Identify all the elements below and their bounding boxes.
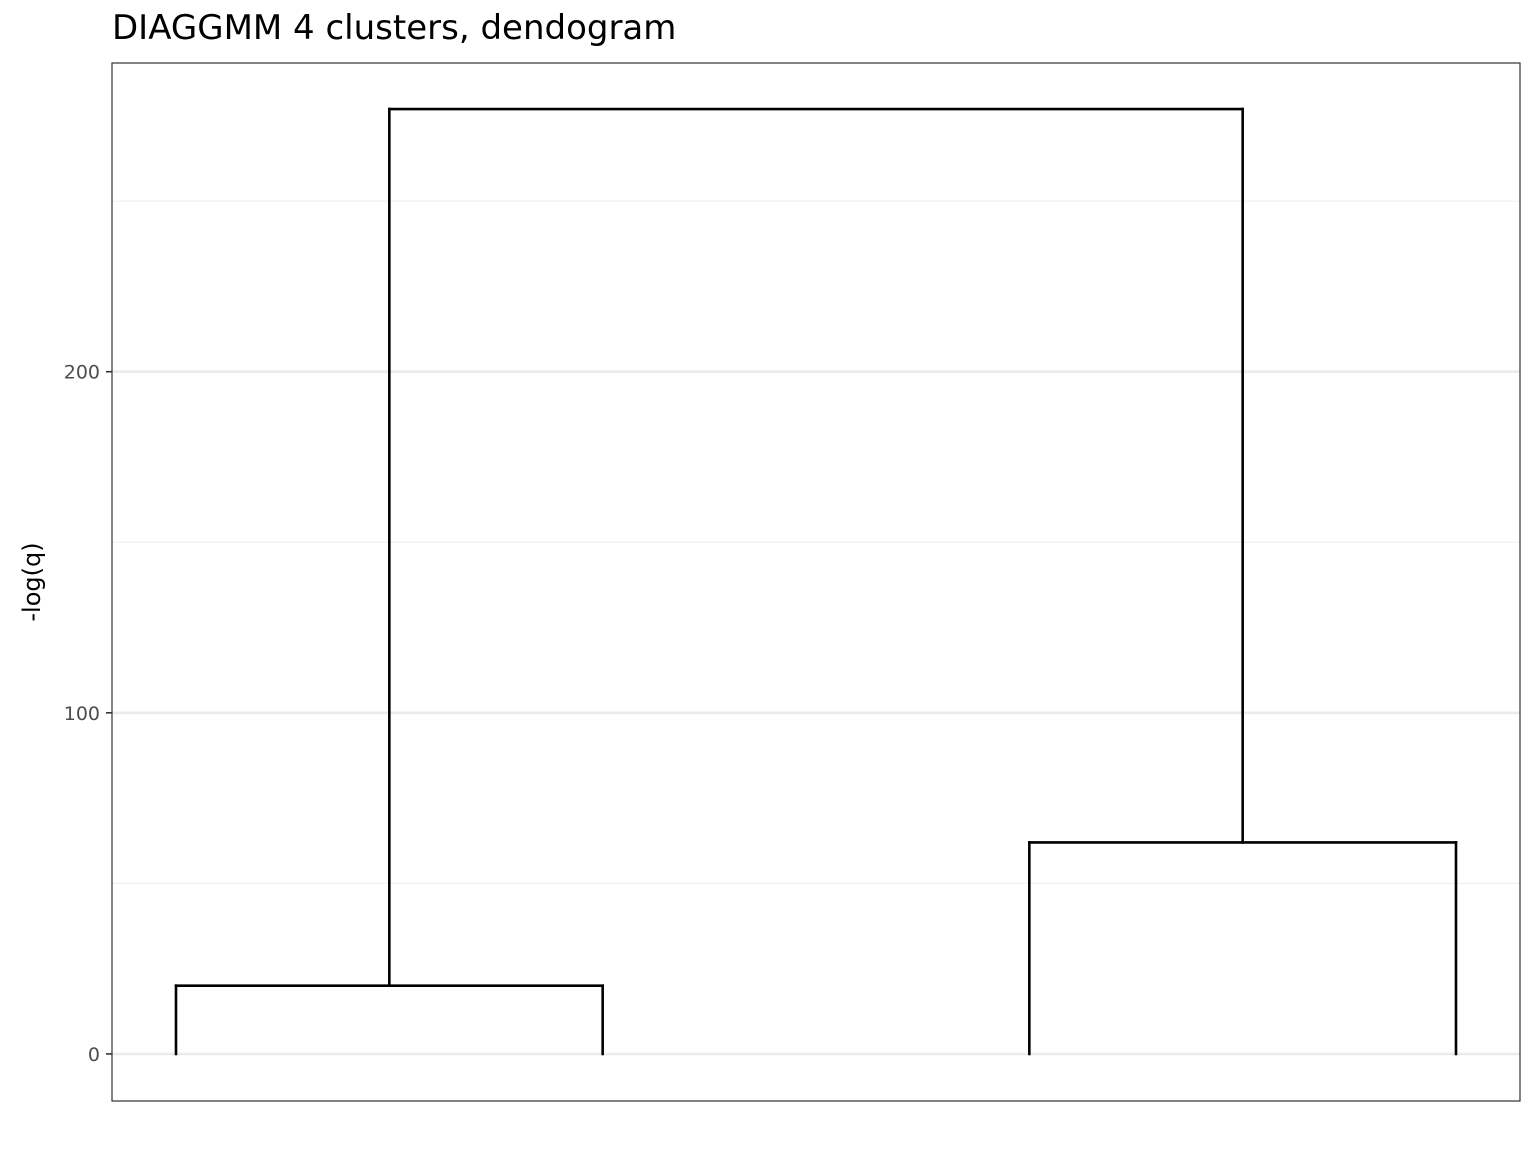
dendrogram-branches <box>174 107 1458 1056</box>
chart-title: DIAGGMM 4 clusters, dendogram <box>112 8 676 48</box>
y-axis-label: -log(q) <box>18 542 46 621</box>
y-tick-label: 200 <box>64 362 100 384</box>
y-tick-label: 100 <box>64 703 100 725</box>
grid-lines <box>112 200 1520 1056</box>
y-tick-label: 0 <box>88 1044 100 1066</box>
y-axis-ticks: 0 100 200 <box>64 362 112 1066</box>
panel-border <box>111 62 1521 1102</box>
